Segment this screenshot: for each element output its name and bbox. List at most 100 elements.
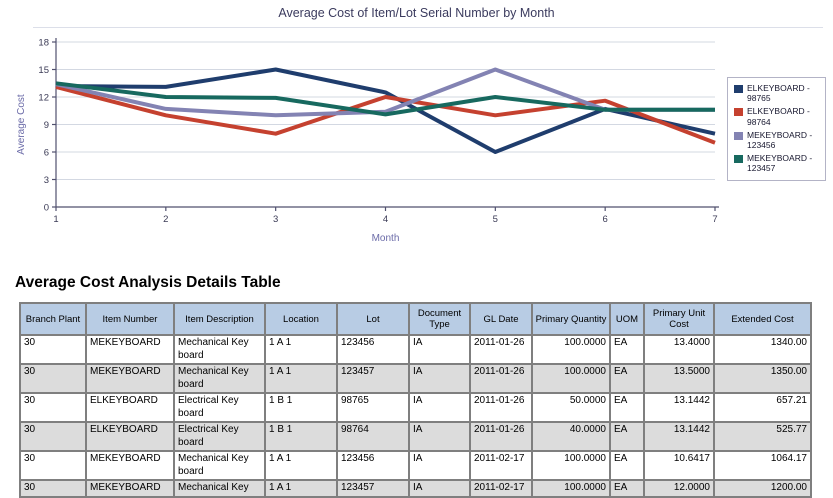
table-row: 30 MEKEYBOARD Mechanical Key board 1 A 1 123… [19, 450, 812, 481]
table-row: 30 ELKEYBOARD Electrical Key board 1 B 1 987… [19, 421, 812, 452]
table-cell: 123456 [336, 334, 410, 365]
x-tick-label: 7 [712, 214, 717, 225]
legend-item: MEKEYBOARD - 123457 [734, 153, 820, 173]
table-header-row: Branch Plant Item Number Item Description L… [19, 302, 812, 336]
details-table: Branch Plant Item Number Item Description L… [19, 302, 812, 498]
table-cell: 13.4000 [643, 334, 715, 365]
table-cell: 10.6417 [643, 450, 715, 481]
legend-swatch [734, 85, 743, 93]
x-tick-label: 5 [493, 214, 498, 225]
table-cell: 98765 [336, 392, 410, 423]
table-cell: IA [408, 421, 471, 452]
table-cell: 2011-02-17 [469, 479, 533, 498]
table-cell: 30 [19, 421, 87, 452]
table-cell: 2011-01-26 [469, 363, 533, 394]
y-tick-label: 12 [38, 93, 49, 104]
chart-panel: Average Cost of Item/Lot Serial Number b… [16, 6, 826, 244]
table-cell: 657.21 [713, 392, 812, 423]
series-line [55, 81, 715, 117]
title-separator [33, 27, 823, 28]
table-cell: 1 B 1 [264, 421, 338, 452]
table-cell: 30 [19, 450, 87, 481]
chart-title: Average Cost of Item/Lot Serial Number b… [278, 6, 555, 20]
table-header-cell: Item Description [173, 302, 266, 336]
table-cell: IA [408, 450, 471, 481]
chart-legend: ELKEYBOARD - 98765 ELKEYBOARD - 98764 MEKE… [727, 77, 826, 181]
table-cell: 1340.00 [713, 334, 812, 365]
x-tick-label: 3 [273, 214, 278, 225]
table-heading: Average Cost Analysis Details Table [15, 274, 281, 291]
table-cell: MEKEYBOARD [85, 363, 175, 394]
table-header-cell: GL Date [469, 302, 533, 336]
table-cell: 13.1442 [643, 392, 715, 423]
table-header-cell: Item Number [85, 302, 175, 336]
table-header-cell: Primary Quantity [531, 302, 611, 336]
table-cell: 2011-01-26 [469, 421, 533, 452]
y-tick-label: 3 [44, 175, 49, 186]
x-axis-title: Month [372, 233, 400, 244]
legend-item: ELKEYBOARD - 98764 [734, 106, 820, 127]
y-axis-title: Average Cost [16, 94, 27, 155]
table-cell: 98764 [336, 421, 410, 452]
table-row: 30 MEKEYBOARD Mechanical Key board 1 A 1 123… [19, 334, 812, 365]
table-cell: 123456 [336, 450, 410, 481]
table-cell: 1200.00 [713, 479, 812, 498]
table-cell: EA [609, 479, 645, 498]
table-cell: MEKEYBOARD [85, 450, 175, 481]
table-cell: EA [609, 450, 645, 481]
legend-swatch [734, 155, 743, 164]
table-cell: 1 A 1 [264, 334, 338, 365]
table-row: 30 ELKEYBOARD Electrical Key board 1 B 1 987… [19, 392, 812, 423]
legend-swatch [734, 131, 743, 140]
table-cell: Mechanical Key board [173, 363, 266, 394]
table-cell: ELKEYBOARD [85, 392, 175, 423]
table-cell: 100.0000 [531, 363, 611, 394]
series-line [55, 84, 716, 145]
table-cell: 1 A 1 [264, 479, 338, 498]
x-tick-label: 1 [53, 214, 58, 225]
table-cell: 40.0000 [531, 421, 611, 452]
legend-label: ELKEYBOARD - 98765 [747, 83, 810, 104]
table-header-cell: Lot [336, 302, 410, 336]
table-cell: 12.0000 [643, 479, 715, 498]
table-header-cell: Primary Unit Cost [643, 302, 715, 336]
table-cell: 13.1442 [643, 421, 715, 452]
table-cell: Mechanical Key board [173, 450, 266, 481]
table-cell: 525.77 [713, 421, 812, 452]
table-cell: MEKEYBOARD [85, 334, 175, 365]
table-cell: ELKEYBOARD [85, 421, 175, 452]
table-cell: 30 [19, 363, 87, 394]
table-row: 30 MEKEYBOARD Mechanical Key board 1 A 1 123… [19, 363, 812, 394]
table-cell: 1 A 1 [264, 363, 338, 394]
table-cell: EA [609, 392, 645, 423]
table-cell: 30 [19, 334, 87, 365]
table-cell: 1064.17 [713, 450, 812, 481]
legend-item: MEKEYBOARD - 123456 [734, 130, 820, 150]
x-tick-label: 2 [163, 214, 168, 225]
table-cell: 30 [19, 479, 87, 498]
table-cell: EA [609, 363, 645, 394]
table-cell: Mechanical Key [173, 479, 266, 498]
y-tick-label: 18 [38, 38, 49, 49]
x-tick-label: 4 [383, 214, 388, 225]
table-cell: IA [408, 334, 471, 365]
legend-swatch [734, 108, 743, 117]
y-tick-label: 15 [38, 65, 49, 76]
legend-label: MEKEYBOARD - 123456 [747, 129, 813, 150]
table-cell: 123457 [336, 363, 410, 394]
table-cell: 100.0000 [531, 479, 611, 498]
table-cell: 30 [19, 392, 87, 423]
table-cell: Electrical Key board [173, 421, 266, 452]
table-cell: Electrical Key board [173, 392, 266, 423]
legend-label: ELKEYBOARD - 98764 [747, 106, 810, 127]
table-cell: EA [609, 421, 645, 452]
legend-item: ELKEYBOARD - 98765 [734, 83, 820, 103]
table-cell: IA [408, 479, 471, 498]
table-cell: 50.0000 [531, 392, 611, 423]
table-header-cell: Document Type [408, 302, 471, 336]
table-cell: 100.0000 [531, 450, 611, 481]
y-tick-label: 6 [44, 148, 49, 159]
table-cell: 13.5000 [643, 363, 715, 394]
table-cell: 1350.00 [713, 363, 812, 394]
